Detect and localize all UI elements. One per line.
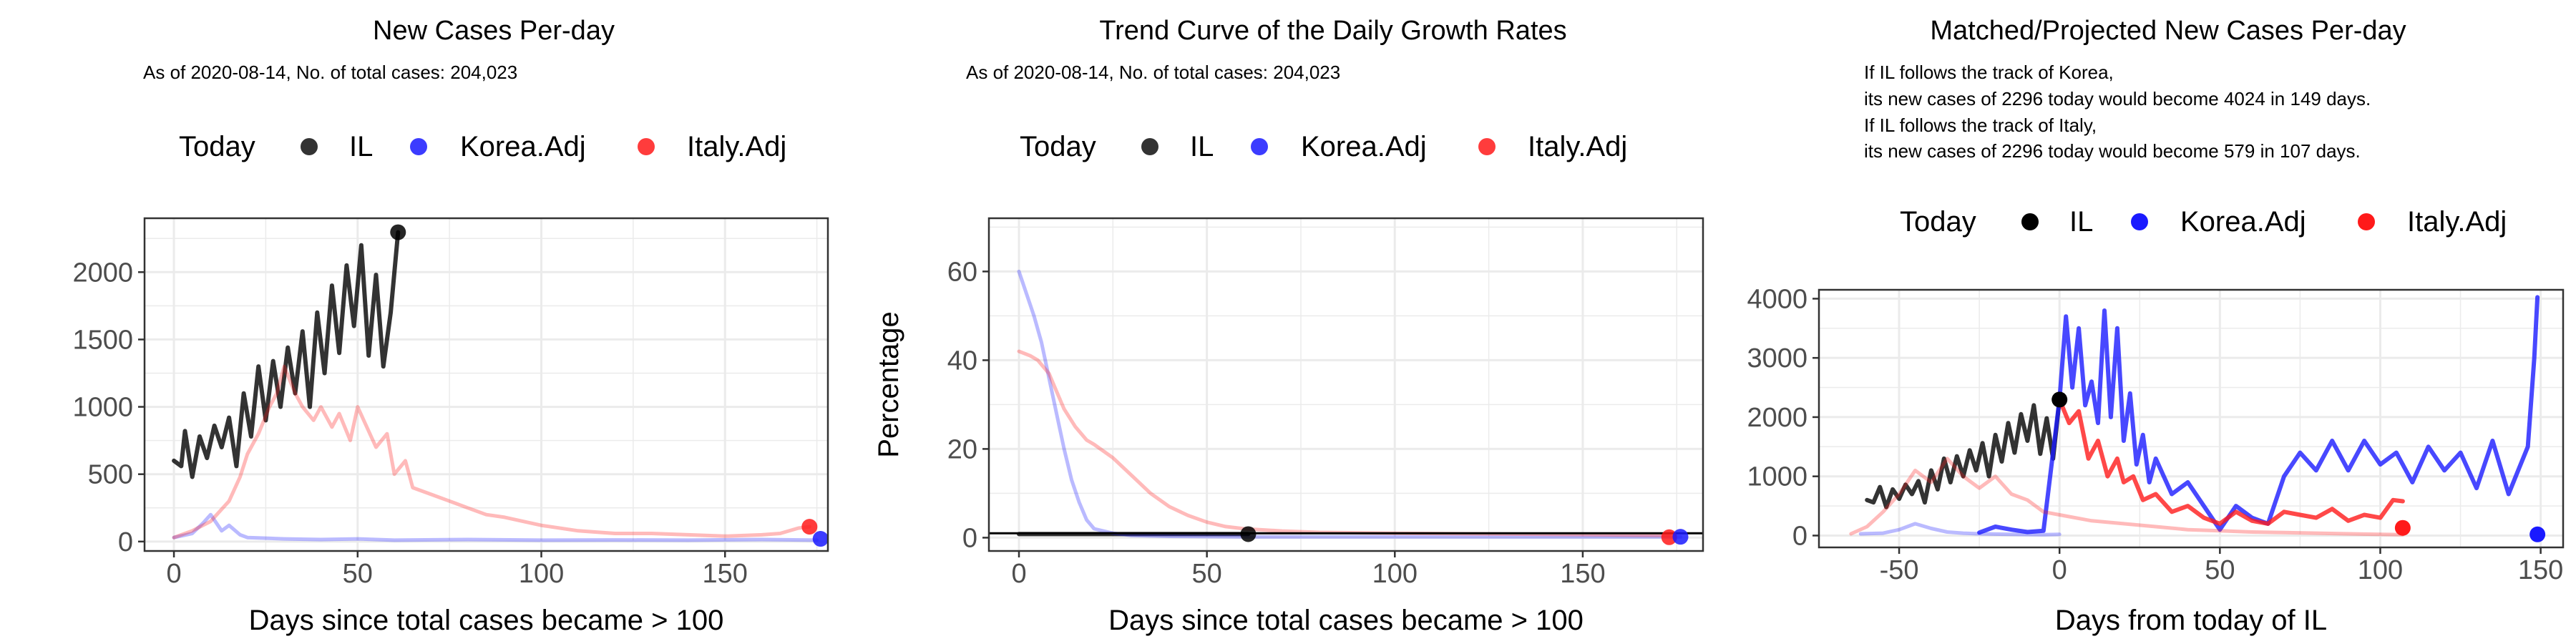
series-line-italy-adj-faded <box>1849 457 2405 537</box>
panel-2-legend: Today IL Korea.Adj Italy.Adj <box>1020 131 1627 162</box>
panel-1: New Cases Per-day As of 2020-08-14, No. … <box>72 16 829 636</box>
x-tick-label: 0 <box>1011 559 1026 589</box>
y-tick-label: 2000 <box>72 258 133 288</box>
today-point-korea-adj <box>2529 526 2546 542</box>
plot-background <box>1819 290 2563 547</box>
y-tick-label: 1000 <box>72 393 133 423</box>
today-point-il <box>1240 526 1257 542</box>
y-tick-label: 4000 <box>1747 284 1807 314</box>
legend-key-italy <box>638 138 655 155</box>
x-tick-label: 100 <box>1372 559 1418 589</box>
legend-label-italy: Italy.Adj <box>1528 131 1627 162</box>
y-tick-label: 0 <box>118 527 133 557</box>
panel-2-plot: 0 50 100 150 0 20 40 60 Days since total cases b… <box>873 217 1704 636</box>
panel-3: Matched/Projected New Cases Per-day If I… <box>1747 16 2565 636</box>
series-line-korea-adj-faded <box>1858 522 2062 537</box>
y-tick-label: 40 <box>947 346 977 376</box>
series-line-il <box>172 230 401 479</box>
panel-3-note-3: If IL follows the track of Italy, <box>1864 114 2097 136</box>
legend-title: Today <box>179 131 255 162</box>
legend-label-korea: Korea.Adj <box>460 131 586 162</box>
legend-label-il: IL <box>349 131 373 162</box>
y-tick-label: 500 <box>88 460 133 490</box>
legend-key-korea <box>2131 213 2148 230</box>
y-tick-label: 0 <box>962 523 977 553</box>
x-tick-label: -50 <box>1880 555 1919 585</box>
x-tick-label: 150 <box>2518 555 2563 585</box>
today-point-il <box>390 224 406 240</box>
panel-3-legend: Today IL Korea.Adj Italy.Adj <box>1900 206 2507 238</box>
panel-2: Trend Curve of the Daily Growth Rates As… <box>873 16 1704 636</box>
legend-title: Today <box>1900 206 1976 238</box>
today-point-italy-adj <box>2394 519 2411 536</box>
legend-key-italy <box>2358 213 2375 230</box>
panel-3-note-1: If IL follows the track of Korea, <box>1864 62 2114 83</box>
x-tick-label: 100 <box>2358 555 2403 585</box>
y-tick-label: 20 <box>947 434 977 464</box>
panel-3-note-2: its new cases of 2296 today would become… <box>1864 88 2371 109</box>
legend-label-italy: Italy.Adj <box>687 131 786 162</box>
legend-key-italy <box>1478 138 1496 155</box>
plot-background <box>989 218 1703 551</box>
panel-3-title: Matched/Projected New Cases Per-day <box>1930 16 2406 46</box>
legend-label-il: IL <box>1190 131 1214 162</box>
series-line-il <box>1865 397 2062 509</box>
panel-1-legend: Today IL Korea.Adj Italy.Adj <box>179 131 786 162</box>
legend-label-il: IL <box>2069 206 2093 238</box>
panel-3-notes: If IL follows the track of Korea, its ne… <box>1864 62 2371 162</box>
x-tick-label: 100 <box>519 559 564 589</box>
x-tick-label: 50 <box>343 559 373 589</box>
panel-3-note-4: its new cases of 2296 today would become… <box>1864 140 2361 162</box>
today-point-italy-adj <box>801 519 818 535</box>
legend-key-il <box>2021 213 2039 230</box>
panel-3-plot: -50 0 50 100 150 0 1000 2000 3000 4000 Days from t… <box>1747 284 2565 636</box>
panel-1-subtitle: As of 2020-08-14, No. of total cases: 20… <box>143 62 517 83</box>
x-tick-label: 50 <box>1192 559 1222 589</box>
legend-label-korea: Korea.Adj <box>2180 206 2306 238</box>
y-axis-title: Percentage <box>873 311 904 458</box>
legend-title: Today <box>1020 131 1096 162</box>
today-point-italy-adj <box>1661 529 1677 545</box>
y-tick-label: 1500 <box>72 325 133 355</box>
plot-frame <box>1818 288 2565 549</box>
x-tick-label: 150 <box>1560 559 1605 589</box>
x-tick-label: 150 <box>703 559 748 589</box>
panel-2-title: Trend Curve of the Daily Growth Rates <box>1099 16 1566 46</box>
today-point-korea-adj <box>1672 529 1689 545</box>
legend-key-il <box>301 138 318 155</box>
series-line-korea-adj-faded <box>172 512 819 542</box>
y-tick-label: 3000 <box>1747 343 1807 374</box>
legend-label-italy: Italy.Adj <box>2407 206 2507 238</box>
series-line-korea-adj-faded <box>1017 269 1682 539</box>
y-tick-label: 60 <box>947 257 977 287</box>
y-tick-label: 1000 <box>1747 462 1807 492</box>
today-point-il <box>2051 391 2068 408</box>
x-axis-title: Days from today of IL <box>2055 605 2327 636</box>
legend-key-il <box>1141 138 1158 155</box>
x-tick-label: 50 <box>2205 555 2235 585</box>
y-tick-label: 0 <box>1792 521 1807 551</box>
x-tick-label: 0 <box>2052 555 2067 585</box>
legend-label-korea: Korea.Adj <box>1301 131 1427 162</box>
legend-key-korea <box>410 138 427 155</box>
x-tick-label: 0 <box>167 559 182 589</box>
plot-frame <box>143 217 829 552</box>
today-point-korea-adj <box>812 531 829 547</box>
series-line-italy-adj <box>2057 397 2405 526</box>
panel-1-title: New Cases Per-day <box>373 16 615 46</box>
x-axis-title: Days since total cases became > 100 <box>249 605 724 636</box>
legend-key-korea <box>1251 138 1268 155</box>
plot-frame <box>987 217 1704 552</box>
series-line-korea-adj <box>1977 295 2540 535</box>
series-line-italy-adj-faded <box>172 364 811 540</box>
panel-2-subtitle: As of 2020-08-14, No. of total cases: 20… <box>966 62 1340 83</box>
x-axis-title: Days since total cases became > 100 <box>1108 605 1584 636</box>
y-tick-label: 2000 <box>1747 403 1807 433</box>
